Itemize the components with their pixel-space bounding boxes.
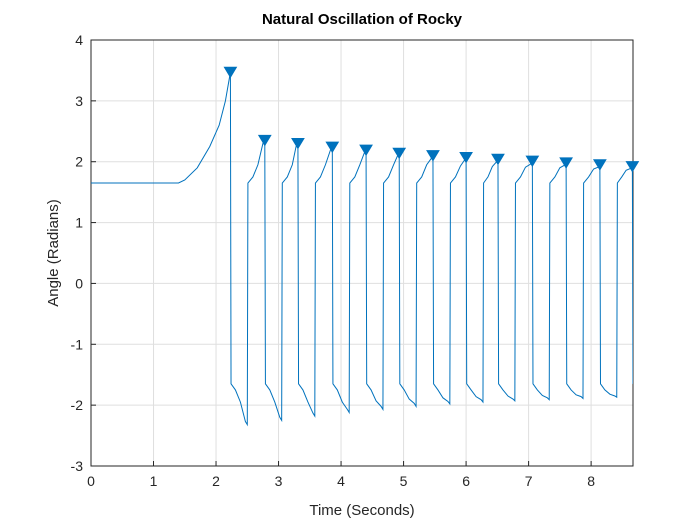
peak-marker bbox=[257, 134, 272, 147]
x-tick-label: 2 bbox=[212, 473, 220, 489]
y-tick-label: 2 bbox=[75, 154, 83, 170]
peak-marker bbox=[525, 155, 540, 168]
chart-title: Natural Oscillation of Rocky bbox=[262, 11, 463, 28]
peak-marker bbox=[392, 147, 407, 160]
peak-marker bbox=[491, 153, 505, 166]
x-tick-label: 8 bbox=[587, 473, 595, 489]
peak-marker bbox=[426, 150, 440, 162]
x-tick-label: 3 bbox=[275, 473, 283, 489]
peak-marker bbox=[359, 144, 373, 157]
x-tick-label: 0 bbox=[87, 473, 95, 489]
y-tick-label: 4 bbox=[75, 32, 83, 48]
peak-marker bbox=[559, 157, 573, 169]
peak-marker bbox=[459, 151, 473, 164]
y-axis-label: Angle (Radians) bbox=[45, 199, 62, 307]
y-tick-label: -3 bbox=[71, 458, 84, 474]
y-tick-label: -2 bbox=[71, 397, 84, 413]
peak-marker bbox=[325, 141, 340, 154]
y-tick-label: 1 bbox=[75, 215, 83, 231]
peak-marker bbox=[291, 137, 305, 150]
x-tick-label: 7 bbox=[525, 473, 533, 489]
peak-marker bbox=[625, 161, 640, 173]
x-tick-label: 4 bbox=[337, 473, 345, 489]
y-tick-label: 0 bbox=[75, 275, 83, 291]
x-tick-label: 6 bbox=[462, 473, 470, 489]
plot-area bbox=[91, 40, 633, 466]
x-tick-label: 1 bbox=[150, 473, 158, 489]
x-axis-label: Time (Seconds) bbox=[309, 502, 414, 519]
x-tick-label: 5 bbox=[400, 473, 408, 489]
y-tick-label: 3 bbox=[75, 93, 83, 109]
peak-marker bbox=[592, 159, 607, 171]
peak-marker bbox=[223, 66, 238, 79]
y-tick-label: -1 bbox=[71, 336, 84, 352]
